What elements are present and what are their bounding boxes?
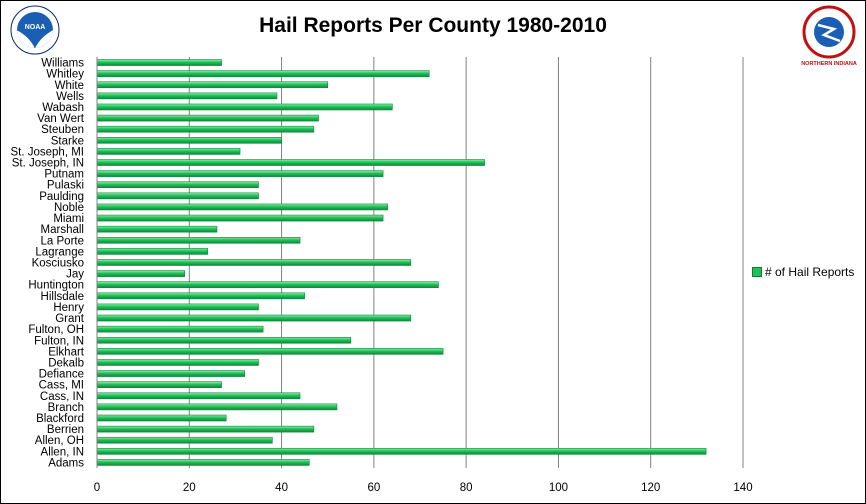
bar (96, 359, 259, 366)
category-label: Branch (48, 402, 84, 414)
category-label: Wells (56, 91, 84, 103)
category-label: Whitley (46, 69, 84, 81)
nws-logo-subtext: NORTHERN INDIANA (801, 61, 857, 67)
category-label: Henry (53, 302, 84, 314)
bar (96, 281, 439, 289)
category-label: Steuben (41, 124, 84, 136)
category-label: St. Joseph, MI (10, 146, 84, 158)
bar (96, 303, 259, 311)
x-tick-label: 60 (367, 482, 380, 494)
bar (96, 325, 264, 333)
x-tick-labels: 0 20 40 60 80 100 120 140 (94, 482, 753, 494)
bar (96, 70, 430, 77)
category-label: Lagrange (35, 246, 84, 258)
x-tick-label: 0 (94, 482, 100, 494)
category-label: Berrien (47, 424, 84, 436)
category-label: Putnam (44, 169, 84, 181)
category-label: Dekalb (48, 357, 84, 369)
x-tick-label: 20 (183, 482, 196, 494)
bar (96, 170, 384, 177)
category-label: Marshall (41, 224, 84, 236)
bar (96, 370, 245, 377)
chart-title: Hail Reports Per County 1980-2010 (259, 14, 607, 37)
bar (96, 248, 209, 255)
x-tick-label: 140 (733, 482, 752, 494)
category-label: Wabash (42, 102, 84, 114)
bar (96, 392, 301, 400)
category-label: White (55, 80, 84, 92)
bar (96, 114, 319, 122)
category-label: Williams (41, 58, 84, 70)
category-label: Starke (51, 135, 84, 147)
category-label: Grant (55, 313, 85, 325)
x-tick-label: 80 (460, 482, 473, 494)
x-tick-label: 120 (641, 482, 660, 494)
bar (96, 59, 222, 66)
x-tick-label: 40 (275, 482, 288, 494)
bar (96, 448, 707, 455)
category-label: Fulton, IN (34, 335, 84, 347)
category-label: Adams (48, 457, 84, 469)
category-label: Miami (53, 213, 84, 225)
bar (96, 259, 412, 266)
bar (96, 236, 301, 244)
bar (96, 348, 444, 355)
category-label: Elkhart (48, 346, 85, 358)
bar (96, 203, 389, 211)
legend: # of Hail Reports (752, 265, 854, 279)
bar (96, 314, 412, 322)
bar (96, 336, 352, 344)
category-label: Jay (66, 269, 84, 281)
bar (96, 425, 315, 433)
bar (96, 159, 485, 166)
category-label: Allen, OH (35, 435, 84, 447)
category-label: Blackford (36, 413, 84, 425)
category-label: La Porte (41, 235, 84, 247)
bar (96, 414, 227, 422)
bar (96, 148, 241, 155)
bar (96, 81, 329, 89)
bar (96, 225, 218, 233)
category-label: Van Wert (37, 113, 85, 125)
category-label: Cass, IN (40, 391, 84, 403)
category-label: Huntington (28, 280, 84, 292)
bar (96, 436, 273, 444)
noaa-logo-text: NOAA (25, 24, 46, 31)
category-label: Paulding (39, 191, 84, 203)
category-label: Pulaski (47, 180, 84, 192)
category-label: Allen, IN (41, 446, 84, 458)
bar (96, 403, 338, 411)
category-label: Noble (54, 202, 84, 214)
bar (96, 181, 259, 189)
bar (96, 292, 305, 300)
legend-label: # of Hail Reports (765, 265, 855, 279)
legend-swatch (752, 267, 762, 277)
category-label: Fulton, OH (28, 324, 84, 336)
category-label: Hillsdale (41, 291, 84, 303)
nws-logo: NORTHERN INDIANA (801, 5, 857, 67)
bar (96, 192, 259, 200)
bar (96, 137, 282, 144)
bar (96, 459, 310, 466)
category-label: St. Joseph, IN (12, 158, 84, 170)
bar (96, 381, 222, 388)
bar (96, 92, 278, 100)
category-label: Cass, MI (39, 380, 84, 392)
bar (96, 270, 185, 277)
x-tick-label: 100 (549, 482, 568, 494)
bar (96, 103, 393, 111)
bar (96, 125, 315, 133)
category-label: Defiance (39, 369, 84, 381)
bars (96, 59, 707, 466)
category-label: Kosciusko (32, 258, 84, 270)
bar (96, 214, 384, 222)
noaa-logo: NOAA (10, 5, 60, 55)
